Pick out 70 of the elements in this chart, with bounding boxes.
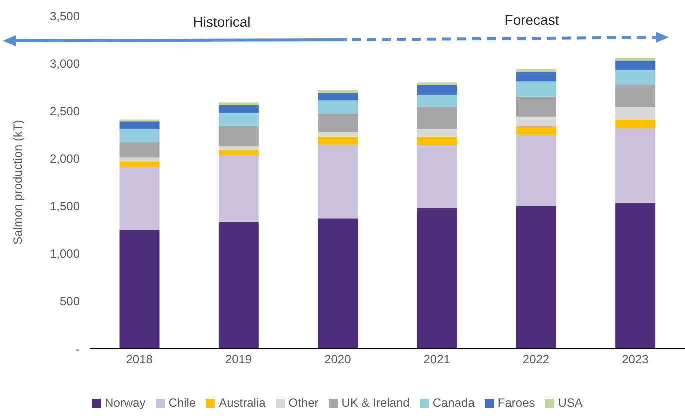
- bar: [516, 116, 556, 126]
- y-axis-title: Salmon production (kT): [11, 120, 25, 245]
- bar: [616, 107, 656, 120]
- y-tick-label: 2,500: [50, 104, 80, 118]
- bar: [417, 136, 458, 146]
- bar: [318, 218, 358, 349]
- legend-label: Faroes: [498, 396, 536, 410]
- bar: [417, 208, 458, 349]
- bar: [120, 162, 160, 168]
- bar: [417, 85, 458, 95]
- bar: [516, 134, 556, 206]
- bar: [120, 167, 160, 230]
- bar: [120, 142, 160, 158]
- bar: [218, 102, 259, 106]
- bar: [318, 100, 358, 114]
- bar: [218, 146, 259, 150]
- bar: [417, 94, 458, 108]
- y-tick-label: 3,500: [50, 9, 80, 24]
- legend-label: Canada: [432, 396, 475, 410]
- bar: [218, 126, 259, 146]
- bar: [417, 129, 458, 137]
- bar: [616, 203, 656, 349]
- bar: [616, 128, 656, 204]
- bar: [417, 82, 458, 86]
- legend-label: Other: [288, 396, 319, 410]
- x-tick-label: 2022: [522, 352, 550, 367]
- y-tick-label: 3,000: [50, 56, 80, 71]
- annotation: Historical: [193, 14, 251, 30]
- x-tick-label: 2020: [324, 352, 352, 367]
- y-tick-label: 2,000: [50, 152, 80, 166]
- legend-label: Chile: [168, 396, 196, 410]
- bar: [417, 145, 458, 208]
- bar: [218, 113, 259, 126]
- bar: [120, 129, 160, 143]
- bar: [318, 144, 358, 219]
- bar: [318, 90, 358, 94]
- bar: [516, 82, 556, 97]
- x-tick-label: 2023: [622, 352, 650, 367]
- legend-label: UK & Ireland: [342, 396, 410, 410]
- x-tick-label: 2019: [225, 352, 252, 367]
- bar: [417, 107, 458, 130]
- legend-label: Norway: [105, 396, 146, 410]
- x-tick-label: 2018: [126, 352, 154, 367]
- bar: [218, 222, 259, 349]
- y-tick-label: -: [76, 342, 80, 356]
- bar: [120, 158, 160, 162]
- bar: [616, 70, 656, 86]
- bar: [218, 150, 259, 156]
- x-tick-label: 2021: [424, 352, 451, 367]
- bar: [218, 156, 259, 222]
- bar: [218, 105, 259, 114]
- bar: [516, 72, 556, 82]
- bar: [616, 120, 656, 128]
- legend-label: USA: [558, 396, 583, 410]
- bar: [120, 230, 160, 349]
- bar: [616, 60, 656, 70]
- y-tick-label: 1,500: [50, 200, 80, 214]
- bar: [616, 85, 656, 108]
- bar: [318, 93, 358, 101]
- y-tick-label: 500: [60, 294, 80, 309]
- bar: [516, 206, 556, 349]
- bar: [516, 96, 556, 117]
- y-tick-label: 1,000: [50, 247, 80, 262]
- bar: [318, 132, 358, 137]
- bar: [318, 136, 358, 144]
- bar: [120, 122, 160, 130]
- legend-label: Australia: [219, 396, 266, 410]
- bar: [516, 126, 556, 135]
- bar: [318, 114, 358, 132]
- annotation: Forecast: [504, 12, 560, 28]
